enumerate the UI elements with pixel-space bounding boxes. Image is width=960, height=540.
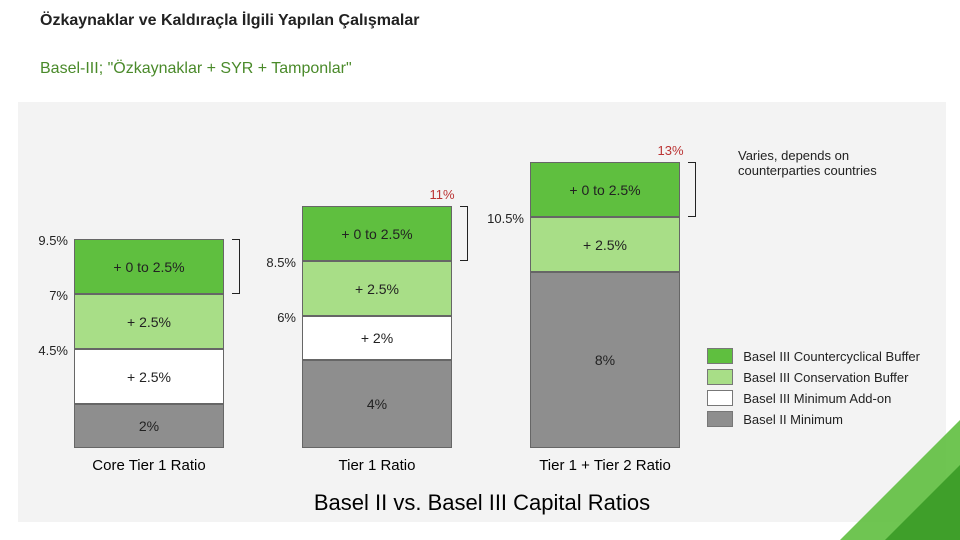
legend-item: Basel III Conservation Buffer [707,369,920,385]
category-label: Tier 1 + Tier 2 Ratio [515,457,695,474]
bar-segment-label: + 2% [303,330,451,346]
bar-segment-label: + 2.5% [531,237,679,253]
bar-segment-conservation: + 2.5% [302,261,452,316]
category-label: Tier 1 Ratio [287,457,467,474]
bar-segment-minimum: 4% [302,360,452,448]
legend-label: Basel III Conservation Buffer [743,370,908,385]
bar-segment-addon: + 2% [302,316,452,360]
bar-segment-addon: + 2.5% [74,349,224,404]
chart-title: Basel II vs. Basel III Capital Ratios [18,490,946,516]
bar-segment-countercyclical: + 0 to 2.5% [530,162,680,217]
bar-segment-label: + 0 to 2.5% [531,182,679,198]
category-label: Core Tier 1 Ratio [59,457,239,474]
side-tick-label: 7% [26,288,68,303]
range-bracket-icon [688,162,696,217]
legend-item: Basel III Minimum Add-on [707,390,920,406]
legend: Basel III Countercyclical Buffer Basel II… [707,343,920,432]
bar-segment-label: + 0 to 2.5% [303,226,451,242]
corner-decoration-dark-icon [885,465,960,540]
range-bracket-icon [232,239,240,294]
bar-group: 4% + 2% + 2.5% + 0 to 2.5% [302,206,452,448]
legend-label: Basel II Minimum [743,412,843,427]
bar-segment-label: 8% [531,352,679,368]
bar-segment-minimum: 2% [74,404,224,448]
bar-segment-label: + 0 to 2.5% [75,259,223,275]
bar-group: 8% + 2.5% + 0 to 2.5% [530,162,680,448]
legend-label: Basel III Minimum Add-on [743,391,891,406]
side-tick-label: 9.5% [26,233,68,248]
page-title: Özkaynaklar ve Kaldıraçla İlgili Yapılan… [40,12,419,30]
bar-segment-minimum: 8% [530,272,680,448]
slide-root: Özkaynaklar ve Kaldıraçla İlgili Yapılan… [0,0,960,540]
side-tick-label: 6% [254,310,296,325]
bar-segment-countercyclical: + 0 to 2.5% [74,239,224,294]
annotation-text: Varies, depends on counterparties countr… [738,148,918,178]
range-bracket-icon [460,206,468,261]
legend-label: Basel III Countercyclical Buffer [743,349,920,364]
legend-swatch [707,411,733,427]
legend-swatch [707,390,733,406]
legend-swatch [707,348,733,364]
bar-segment-label: 2% [75,418,223,434]
bar-segment-label: + 2.5% [303,281,451,297]
bar-segment-conservation: + 2.5% [74,294,224,349]
legend-item: Basel III Countercyclical Buffer [707,348,920,364]
bar-segment-label: 4% [303,396,451,412]
side-tick-label: 8.5% [254,255,296,270]
side-tick-label: 4.5% [26,343,68,358]
page-subtitle: Basel-III; "Özkaynaklar + SYR + Tamponla… [40,60,352,78]
bar-top-percent: 13% [658,143,684,158]
bar-segment-label: + 2.5% [75,314,223,330]
side-tick-label: 10.5% [482,211,524,226]
legend-swatch [707,369,733,385]
bar-segment-conservation: + 2.5% [530,217,680,272]
bar-group: 2% + 2.5% + 2.5% + 0 to 2.5% [74,239,224,448]
capital-ratios-chart: Basel II vs. Basel III Capital Ratios Ba… [18,102,946,522]
bar-top-percent: 11% [430,187,455,202]
bar-segment-label: + 2.5% [75,369,223,385]
bar-segment-countercyclical: + 0 to 2.5% [302,206,452,261]
